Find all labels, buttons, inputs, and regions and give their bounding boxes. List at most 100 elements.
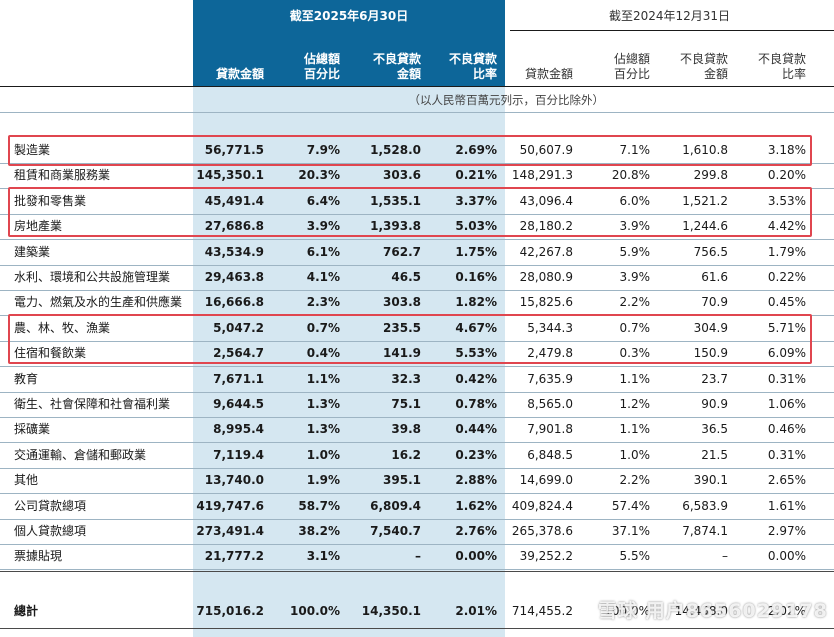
industry-name: 水利、環境和公共設施管理業 (14, 270, 171, 284)
table-row: 電力、燃氣及水的生產和供應業 16,666.8 2.3% 303.8 1.82% 15,8… (0, 290, 834, 315)
total-cur-share: 100.0% (290, 604, 340, 618)
prev-loan: 148,291.3 (511, 168, 573, 182)
prev-share: 2.2% (619, 295, 651, 309)
previous-period-underline (510, 30, 834, 31)
unit-note-rule (0, 112, 834, 113)
prev-share: 1.1% (619, 372, 651, 386)
cur-npl: 75.1 (391, 397, 421, 411)
cur-ratio: 3.37% (455, 194, 497, 208)
prev-npl: 1,244.6 (682, 219, 728, 233)
prev-loan: 409,824.4 (511, 499, 573, 513)
table-row: 農、林、牧、漁業 5,047.2 0.7% 235.5 4.67% 5,344.3 0.7%… (0, 316, 834, 341)
industry-name: 交通運輸、倉儲和郵政業 (14, 448, 147, 462)
prev-share: 2.2% (619, 473, 651, 487)
cur-npl: 1,528.0 (370, 143, 421, 157)
cur-ratio: 5.03% (455, 219, 497, 233)
prev-loan: 50,607.9 (519, 143, 573, 157)
cur-share: 1.0% (306, 448, 340, 462)
cur-npl: – (415, 549, 421, 563)
cur-loan: 13,740.0 (204, 473, 264, 487)
col-header-cur-npl-ratio: 不良貸款 比率 (448, 52, 497, 81)
cur-loan: 29,463.8 (204, 270, 264, 284)
table-row: 交通運輸、倉儲和郵政業 7,119.4 1.0% 16.2 0.23% 6,848.5 1.… (0, 443, 834, 468)
cur-ratio: 1.75% (455, 245, 497, 259)
industry-name: 公司貸款總項 (14, 499, 87, 513)
industry-name: 其他 (14, 473, 39, 487)
cur-ratio: 2.69% (455, 143, 497, 157)
row-divider (0, 468, 834, 469)
cur-npl: 303.8 (383, 295, 421, 309)
total-row: 總計 715,016.2 100.0% 14,350.1 2.01% 714,4… (0, 599, 834, 624)
prev-ratio: 3.53% (767, 194, 806, 208)
prev-loan: 7,635.9 (527, 372, 573, 386)
cur-share: 6.1% (306, 245, 340, 259)
row-divider (0, 442, 834, 443)
prev-npl: – (722, 549, 728, 563)
total-prev-share: 100.0% (604, 604, 650, 618)
total-top-rule (0, 571, 834, 572)
cur-npl: 32.3 (391, 372, 421, 386)
highlight-box-agriculture-hospitality (8, 314, 812, 364)
cur-ratio: 0.21% (455, 168, 497, 182)
table-row: 個人貸款總項 273,491.4 38.2% 7,540.7 2.76% 265,378.… (0, 519, 834, 544)
industry-name: 教育 (14, 372, 39, 386)
table-row: 其他 13,740.0 1.9% 395.1 2.88% 14,699.0 2.2% 390.… (0, 468, 834, 493)
industry-name: 批發和零售業 (14, 194, 87, 208)
row-divider (0, 163, 834, 164)
current-period-title: 截至2025年6月30日 (289, 8, 409, 23)
col-header-cur-npl-amount: 不良貸款 金額 (372, 52, 421, 81)
current-period-header-body (193, 30, 505, 86)
prev-loan: 15,825.6 (519, 295, 573, 309)
prev-npl: 7,874.1 (682, 524, 728, 538)
prev-share: 1.1% (619, 422, 651, 436)
industry-name: 衛生、社會保障和社會福利業 (14, 397, 171, 411)
prev-ratio: 0.31% (767, 372, 806, 386)
cur-loan: 419,747.6 (196, 499, 264, 513)
table-row: 公司貸款總項 419,747.6 58.7% 6,809.4 1.62% 409,824.… (0, 494, 834, 519)
cur-loan: 9,644.5 (213, 397, 264, 411)
prev-npl: 21.5 (701, 448, 728, 462)
prev-ratio: 0.46% (767, 422, 806, 436)
prev-loan: 42,267.8 (519, 245, 573, 259)
total-label: 總計 (14, 604, 39, 618)
industry-name: 建築業 (14, 245, 51, 259)
industry-name: 房地產業 (14, 219, 63, 233)
row-divider (0, 239, 834, 240)
table-row: 採礦業 8,995.4 1.3% 39.8 0.44% 7,901.8 1.1% 36.5 0.… (0, 417, 834, 442)
prev-npl: 1,610.8 (682, 143, 728, 157)
prev-npl: 390.1 (693, 473, 728, 487)
prev-loan: 265,378.6 (511, 524, 573, 538)
prev-ratio: 5.71% (767, 321, 806, 335)
cur-loan: 45,491.4 (204, 194, 264, 208)
cur-npl: 6,809.4 (370, 499, 421, 513)
row-divider (0, 569, 834, 570)
total-prev-npl: 14,458.0 (674, 604, 728, 618)
row-divider (0, 366, 834, 367)
prev-share: 57.4% (611, 499, 650, 513)
prev-npl: 150.9 (693, 346, 728, 360)
row-divider (0, 519, 834, 520)
col-header-cur-loan-amount: 貸款金額 (215, 67, 264, 81)
row-divider (0, 417, 834, 418)
prev-ratio: 1.61% (767, 499, 806, 513)
cur-loan: 273,491.4 (196, 524, 264, 538)
cur-npl: 235.5 (383, 321, 421, 335)
prev-ratio: 0.20% (767, 168, 806, 182)
industry-name: 電力、燃氣及水的生產和供應業 (14, 295, 183, 309)
prev-npl: 299.8 (693, 168, 728, 182)
industry-name: 租賃和商業服務業 (14, 168, 111, 182)
cur-share: 4.1% (306, 270, 340, 284)
total-cur-loan: 715,016.2 (196, 604, 264, 618)
row-divider (0, 265, 834, 266)
prev-npl: 304.9 (693, 321, 728, 335)
cur-npl: 39.8 (391, 422, 421, 436)
prev-share: 6.0% (619, 194, 651, 208)
prev-ratio: 0.22% (767, 270, 806, 284)
prev-ratio: 3.18% (767, 143, 806, 157)
table-row: 教育 7,671.1 1.1% 32.3 0.42% 7,635.9 1.1% 23.7 0.3… (0, 367, 834, 392)
cur-share: 38.2% (298, 524, 340, 538)
prev-npl: 90.9 (701, 397, 728, 411)
cur-share: 58.7% (298, 499, 340, 513)
cur-loan: 43,534.9 (204, 245, 264, 259)
industry-name: 製造業 (14, 143, 51, 157)
